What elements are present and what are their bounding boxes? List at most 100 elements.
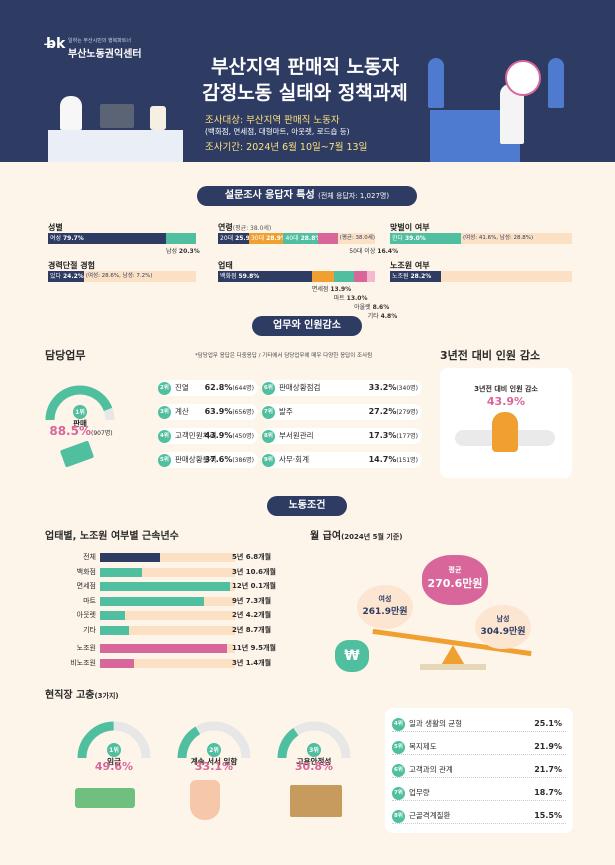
task-item: 5위 판매상황분석 37.6%(386명): [158, 452, 258, 468]
bar-note: (여성: 41.6%, 남성: 28.8%): [462, 235, 534, 241]
rank-badge: 7위: [392, 786, 405, 800]
task-item: 4위 고객민원처리 43.9%(450명): [158, 428, 258, 444]
bar-segment: 여성 79.7%: [48, 233, 166, 244]
mannequin-illustration: [548, 58, 564, 108]
tenure-track: [100, 596, 235, 606]
task-value-wrap: 62.8%(644명): [205, 380, 254, 397]
bar-segment: 20대 25.9%: [218, 233, 249, 244]
segment-value: 8.6%: [372, 304, 390, 311]
grievance-value: 21.9%: [534, 742, 562, 751]
tenure-category: 전체: [83, 553, 96, 561]
rank-badge: 2위: [158, 381, 171, 395]
task-value-wrap: 17.3%(177명): [369, 428, 418, 445]
title-line: 감정노동 실태와 정책과제: [202, 82, 408, 104]
bar-segment: [353, 271, 368, 282]
grievance-name: 고객과의 관계: [409, 765, 453, 774]
task-count: (386명): [232, 457, 254, 464]
segment-name: 여성: [50, 235, 62, 242]
rank-badge: 8위: [392, 809, 405, 823]
block-title: 현직장 고충(3가지): [45, 686, 119, 701]
worker-illustration: [60, 96, 82, 130]
bar-segment: [367, 271, 375, 282]
rank-badge: 7위: [262, 405, 275, 419]
rank-label: 2위: [209, 746, 219, 754]
survey-target-detail: (백화점, 면세점, 대형마트, 아웃렛, 로드숍 등): [205, 127, 350, 136]
grievance-name: 복지제도: [409, 742, 437, 751]
gauge-arc: [177, 726, 201, 759]
rank-badge: [307, 743, 321, 757]
bar-segment: [311, 271, 334, 282]
bar-segment: [317, 233, 338, 244]
rank-label: 1위: [75, 408, 85, 416]
rank-badge: 4위: [392, 717, 405, 731]
gauge-name: 임금: [107, 756, 121, 766]
mannequin-illustration: [428, 58, 444, 108]
task-value: 63.9%: [204, 407, 233, 416]
stacked-bar: 노조원 28.2%: [390, 271, 572, 282]
segment-name: 백화점: [220, 273, 237, 280]
attr-label: 연령(평균: 38.0세): [218, 222, 271, 233]
section-title-text: 설문조사 응답자 특성: [224, 190, 315, 201]
grievance-title: 현직장 고충: [45, 690, 95, 701]
segment-name: 아울렛: [354, 304, 371, 311]
rank-badge: [107, 743, 121, 757]
grievance-value: 18.7%: [534, 788, 562, 797]
task-value: 17.3%: [368, 431, 397, 440]
tenure-label: 5년 6.8개월: [232, 553, 272, 561]
staff-label: 3년전 대비 인원 감소: [474, 385, 538, 393]
grievance-value: 21.7%: [534, 765, 562, 774]
rank-label: 1위: [109, 746, 119, 754]
section-title: 노동조건: [267, 496, 347, 516]
segment-value: 79.7%: [62, 235, 84, 242]
grievance-note: (3가지): [94, 692, 119, 700]
block-title: 담당업무: [45, 349, 86, 362]
bar-segment: 40대 28.8%: [283, 233, 318, 244]
task-item: 9위 사무·회계 14.7%(151명): [262, 452, 422, 468]
stacked-bar: 여성 79.7%: [48, 233, 196, 244]
task-count: (151명): [396, 457, 418, 464]
bar-note: (여성: 28.6%, 남성: 7.2%): [85, 273, 153, 279]
rank-badge: 3위: [158, 405, 171, 419]
attr-note: (평균: 38.0세): [232, 225, 272, 232]
segment-name: 노조원: [392, 273, 409, 280]
tenure-label: 3년 1.4개월: [232, 658, 272, 667]
register-illustration: [100, 104, 134, 128]
segment-value: 24.2%: [62, 273, 84, 280]
tenure-bar: [100, 582, 230, 591]
tenure-category: 비노조원: [70, 658, 96, 667]
segment-value: 28.8%: [300, 235, 318, 242]
segment-name: 30대: [250, 235, 265, 242]
gauge-count: (907명): [90, 430, 113, 437]
salary-name: 여성: [378, 595, 392, 603]
attr-label-text: 연령: [218, 223, 233, 232]
grievance-item: 8위 근골격계질환 15.5%: [392, 808, 566, 824]
tenure-category: 노조원: [76, 644, 96, 652]
salary-value: 270.6만원: [427, 577, 483, 590]
bar-segment: 백화점 59.8%: [218, 271, 312, 282]
tenure-category: 면세점: [76, 582, 96, 590]
tenure-category: 기타: [83, 625, 96, 634]
person-illustration: [492, 412, 518, 452]
grievance-value: 25.1%: [534, 719, 562, 728]
segment-name: 있다: [50, 273, 62, 280]
grievance-name: 업무량: [409, 788, 430, 797]
segment-value: 28.9%: [266, 235, 283, 242]
section-title: 설문조사 응답자 특성 (전체 응답자: 1,027명): [197, 186, 417, 206]
gauge-arc: [77, 721, 114, 759]
attr-label: 경력단절 경험: [48, 261, 95, 270]
gauge-text: 88.5%(907명): [45, 420, 117, 439]
grievance-value: 30.8%: [294, 760, 334, 773]
tenure-label: 2년 8.7개월: [232, 625, 272, 634]
grievance-value: 49.6%: [94, 760, 134, 773]
bottle-illustration: [150, 106, 166, 130]
tenure-label: 11년 9.5개월: [232, 644, 276, 652]
money-bag: ₩: [335, 640, 369, 672]
gauge-arc: [45, 385, 113, 421]
segment-value: 16.4%: [377, 248, 399, 255]
task-name: 진열: [175, 383, 189, 392]
segment-name: 20대: [220, 235, 234, 242]
task-item: 7위 발주 27.2%(279명): [262, 404, 422, 420]
tenure-label: 3년 10.6개월: [232, 567, 276, 576]
